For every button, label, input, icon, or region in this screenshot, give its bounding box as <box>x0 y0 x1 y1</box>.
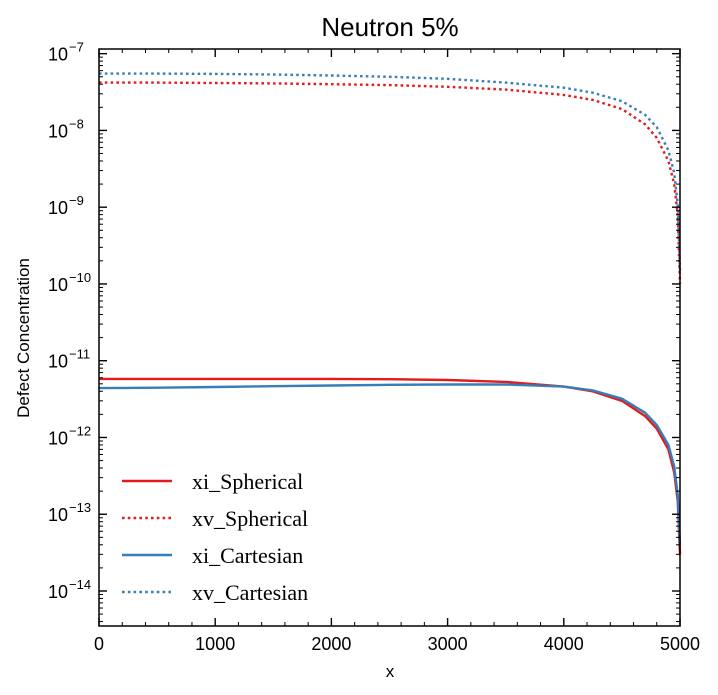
y-tick-base: 10 <box>48 352 68 372</box>
y-tick-base: 10 <box>48 121 68 141</box>
plot-lines <box>98 72 682 555</box>
y-tick-exponent: −12 <box>69 423 91 438</box>
x-tick-label: 2000 <box>311 634 351 654</box>
y-tick-label: 10 −10 <box>48 270 91 295</box>
y-tick-label: 10 −9 <box>48 193 84 218</box>
y-tick-exponent: −14 <box>69 577 91 592</box>
series-line-xi-cartesian <box>98 383 682 545</box>
legend-label: xi_Cartesian <box>192 543 303 568</box>
plot-frame <box>98 48 681 627</box>
series-line-xv-cartesian <box>99 72 682 271</box>
x-tick-label: 1000 <box>195 634 235 654</box>
series-line-xv-spherical <box>99 81 682 284</box>
series-line-xi-spherical <box>99 377 682 555</box>
y-tick-base: 10 <box>48 582 68 602</box>
y-tick-label: 10 −11 <box>48 347 90 372</box>
legend-item: xi_Cartesian <box>122 543 303 568</box>
y-tick-exponent: −8 <box>69 116 84 131</box>
legend: xi_Spherical xv_Spherical xi_Cartesian xv_C… <box>122 469 308 605</box>
y-tick-exponent: −7 <box>69 40 84 55</box>
y-tick-base: 10 <box>48 505 68 525</box>
legend-label: xi_Spherical <box>192 469 303 494</box>
y-tick-label: 10 −13 <box>48 500 91 525</box>
y-tick-exponent: −10 <box>69 270 91 285</box>
y-tick-label: 10 −14 <box>48 577 91 602</box>
chart-title: Neutron 5% <box>321 12 458 42</box>
x-tick-label: 0 <box>94 634 104 654</box>
legend-item: xv_Cartesian <box>122 580 308 605</box>
y-tick-base: 10 <box>48 198 68 218</box>
legend-label: xv_Cartesian <box>192 580 308 605</box>
y-tick-label: 10 −7 <box>48 40 84 65</box>
y-tick-label: 10 −12 <box>48 423 91 448</box>
legend-label: xv_Spherical <box>192 506 308 531</box>
y-axis-label: Defect Concentration <box>14 258 33 418</box>
y-tick-exponent: −13 <box>69 500 91 515</box>
y-tick-base: 10 <box>48 45 68 65</box>
x-tick-label: 3000 <box>428 634 468 654</box>
y-tick-label: 10 −8 <box>48 116 84 141</box>
x-axis-label: x <box>386 662 395 681</box>
y-tick-exponent: −11 <box>69 347 90 362</box>
y-tick-base: 10 <box>48 275 68 295</box>
legend-item: xv_Spherical <box>122 506 308 531</box>
y-tick-base: 10 <box>48 428 68 448</box>
legend-item: xi_Spherical <box>122 469 303 494</box>
x-tick-label: 5000 <box>660 634 700 654</box>
y-tick-exponent: −9 <box>69 193 84 208</box>
x-tick-label: 4000 <box>544 634 584 654</box>
